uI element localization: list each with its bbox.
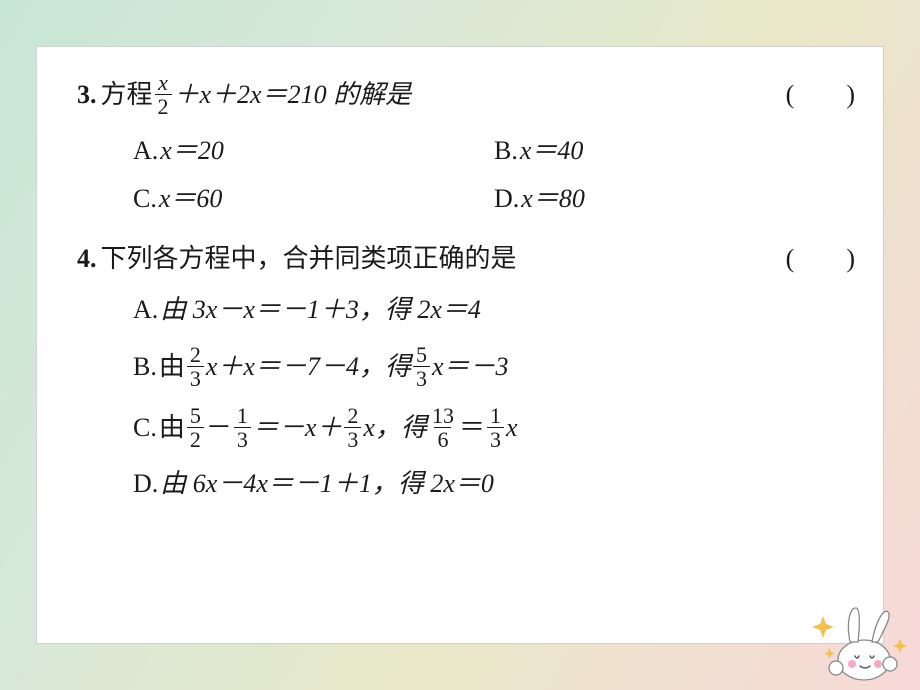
q3-paren-l: (: [786, 80, 795, 109]
q4-stem: 下列各方程中，合并同类项正确的是 ( ): [101, 240, 856, 278]
q3-opt-d: D. x＝80: [494, 180, 855, 218]
q4-b-c: x＝－3: [432, 348, 509, 386]
q4-b-f2n: 5: [413, 343, 430, 366]
q4-c-f3d: 3: [344, 427, 361, 451]
q4-c-f4n: 13: [429, 404, 457, 427]
q3-c-label: C.: [133, 180, 157, 218]
q4-c-d: x，得: [363, 409, 427, 447]
q4-c-f5: 1 3: [487, 404, 504, 451]
q4-c-e: ＝: [459, 409, 485, 447]
q3-paren: ( ): [786, 76, 855, 114]
q4-c-f2n: 1: [234, 404, 251, 427]
q3-frac-num: x: [155, 71, 171, 94]
q3-opt-c: C. x＝60: [133, 180, 494, 218]
q4-c-f5n: 1: [487, 404, 504, 427]
q3-a-text: x＝20: [160, 132, 224, 170]
q3-c-text: x＝60: [159, 180, 223, 218]
q4-paren-gap: [794, 244, 846, 273]
q4-c-f1d: 2: [187, 427, 204, 451]
q4-opt-d: D. 由 6x－4x＝－1＋1，得 2x＝0: [133, 465, 855, 503]
q4-paren-r: ): [846, 244, 855, 273]
q4-c-a: 由: [159, 409, 185, 447]
q4-opt-a: A. 由 3x－x＝－1＋3，得 2x＝4: [133, 291, 855, 329]
q4-c-b: －: [206, 409, 232, 447]
q4-c-f1n: 5: [187, 404, 204, 427]
q4-number: 4.: [77, 240, 97, 278]
q3-opt-a: A. x＝20: [133, 132, 494, 170]
q3-d-text: x＝80: [521, 180, 585, 218]
q4-c-f4d: 6: [434, 427, 451, 451]
q3-stem-b: ＋x＋2x＝210 的解是: [174, 76, 412, 114]
q4-opt-c: C. 由 5 2 － 1 3 ＝－x＋ 2 3 x，得 13 6 ＝: [133, 404, 855, 451]
q3-frac: x 2: [155, 71, 172, 118]
q4-c-f2d: 3: [234, 427, 251, 451]
q4-c-f5d: 3: [487, 427, 504, 451]
q4-paren: ( ): [786, 240, 855, 278]
bunny-icon: [800, 594, 910, 684]
q3-opt-b: B. x＝40: [494, 132, 855, 170]
q3-frac-den: 2: [155, 94, 172, 118]
q4-b-f1d: 3: [187, 366, 204, 390]
q4-c-f2: 1 3: [234, 404, 251, 451]
q4-c-f3: 2 3: [344, 404, 361, 451]
q4-row: 4. 下列各方程中，合并同类项正确的是 ( ): [77, 240, 855, 278]
q4-c-f1: 5 2: [187, 404, 204, 451]
q3-d-label: D.: [494, 180, 519, 218]
q4-paren-l: (: [786, 244, 795, 273]
q4-stem-text: 下列各方程中，合并同类项正确的是: [101, 240, 517, 278]
q3-options: A. x＝20 B. x＝40 C. x＝60 D. x＝80: [133, 132, 855, 217]
q3-paren-gap: [794, 80, 846, 109]
q3-number: 3.: [77, 76, 97, 114]
q4-c-label: C.: [133, 409, 157, 447]
q4-a-text: 由 3x－x＝－1＋3，得 2x＝4: [160, 291, 481, 329]
q4-c-f4: 13 6: [429, 404, 457, 451]
q3-stem: 方程 x 2 ＋x＋2x＝210 的解是 ( ): [101, 71, 856, 118]
q4-c-f3n: 2: [344, 404, 361, 427]
q4-b-label: B.: [133, 348, 157, 386]
q4-a-label: A.: [133, 291, 158, 329]
q4-b-f2d: 3: [413, 366, 430, 390]
q3-stem-a: 方程: [101, 76, 153, 114]
q3-b-text: x＝40: [520, 132, 584, 170]
q3-a-label: A.: [133, 132, 158, 170]
q4-options: A. 由 3x－x＝－1＋3，得 2x＝4 B. 由 2 3 x＋x＝－7－4，…: [133, 291, 855, 503]
q4-b-f2: 5 3: [413, 343, 430, 390]
q4-c-c: ＝－x＋: [253, 409, 343, 447]
q4-d-label: D.: [133, 465, 158, 503]
q3-b-label: B.: [494, 132, 518, 170]
q3-row: 3. 方程 x 2 ＋x＋2x＝210 的解是 ( ): [77, 71, 855, 118]
q4-c-f: x: [506, 409, 518, 447]
q4-b-f1: 2 3: [187, 343, 204, 390]
q4-b-a: 由: [159, 348, 185, 386]
q3-paren-r: ): [846, 80, 855, 109]
q4-b-f1n: 2: [187, 343, 204, 366]
content-card: 3. 方程 x 2 ＋x＋2x＝210 的解是 ( ) A. x＝20 B. x…: [36, 46, 884, 644]
q4-d-text: 由 6x－4x＝－1＋1，得 2x＝0: [160, 465, 494, 503]
q4-b-b: x＋x＝－7－4，得: [206, 348, 411, 386]
q4-opt-b: B. 由 2 3 x＋x＝－7－4，得 5 3 x＝－3: [133, 343, 855, 390]
